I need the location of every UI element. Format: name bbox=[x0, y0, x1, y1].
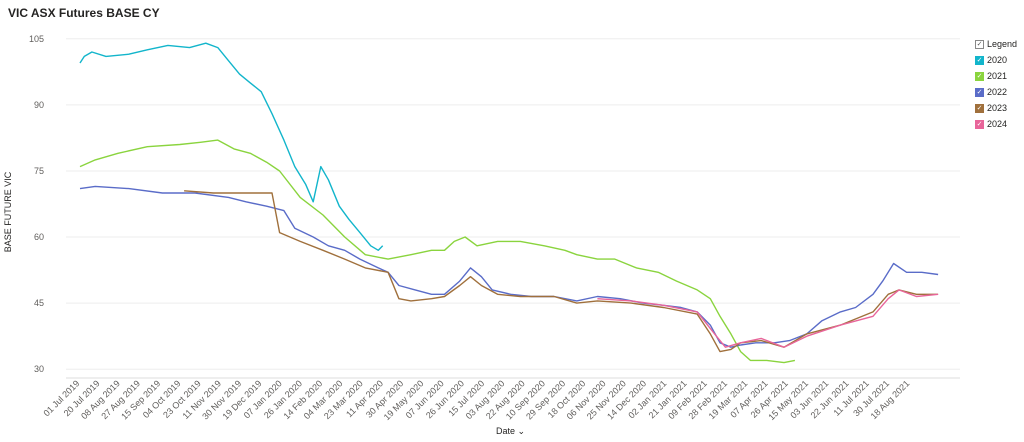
y-tick-label: 60 bbox=[34, 232, 44, 242]
y-axis-label: BASE FUTURE VIC bbox=[3, 171, 13, 252]
checkbox-icon: ✓ bbox=[975, 103, 984, 113]
checkbox-icon: ✓ bbox=[975, 55, 984, 65]
series-lines bbox=[79, 42, 939, 364]
y-tick-label: 30 bbox=[34, 364, 44, 374]
legend-item-label: 2021 bbox=[987, 71, 1008, 81]
legend-item-label: 2020 bbox=[987, 55, 1008, 65]
x-axis-label-text: Date bbox=[496, 426, 516, 436]
legend[interactable]: ✓ Legend ✓ 2020 ✓ 2021 ✓ 2022 ✓ 2023 ✓ 2024 bbox=[975, 36, 1017, 132]
x-axis-label[interactable]: Date ⌄ bbox=[496, 426, 525, 437]
chevron-down-icon: ⌄ bbox=[517, 426, 526, 436]
legend-item-2020[interactable]: ✓ 2020 bbox=[975, 52, 1017, 68]
legend-item-label: 2024 bbox=[987, 119, 1008, 129]
y-tick-label: 105 bbox=[29, 34, 44, 44]
checkbox-icon: ✓ bbox=[975, 87, 984, 97]
legend-item-label: 2023 bbox=[987, 103, 1008, 113]
legend-item-2024[interactable]: ✓ 2024 bbox=[975, 116, 1017, 132]
checkbox-icon: ✓ bbox=[975, 119, 984, 129]
legend-item-2021[interactable]: ✓ 2021 bbox=[975, 68, 1017, 84]
series-line-2023 bbox=[184, 190, 939, 353]
series-line-2021 bbox=[79, 139, 796, 364]
y-tick-label: 45 bbox=[34, 298, 44, 308]
checkbox-icon: ✓ bbox=[975, 39, 984, 49]
grid bbox=[66, 38, 960, 379]
series-line-2020 bbox=[79, 42, 384, 252]
legend-title[interactable]: ✓ Legend bbox=[975, 36, 1017, 52]
legend-item-label: 2022 bbox=[987, 87, 1008, 97]
y-tick-label: 90 bbox=[34, 100, 44, 110]
series-line-2024 bbox=[597, 289, 939, 348]
y-tick-label: 75 bbox=[34, 166, 44, 176]
checkbox-icon: ✓ bbox=[975, 71, 984, 81]
chart-title: VIC ASX Futures BASE CY bbox=[8, 6, 160, 20]
legend-title-label: Legend bbox=[987, 39, 1018, 49]
legend-item-2022[interactable]: ✓ 2022 bbox=[975, 84, 1017, 100]
series-line-2022 bbox=[79, 185, 939, 348]
y-axis: 30 45 60 75 90 105 bbox=[29, 34, 44, 374]
legend-item-2023[interactable]: ✓ 2023 bbox=[975, 100, 1017, 116]
